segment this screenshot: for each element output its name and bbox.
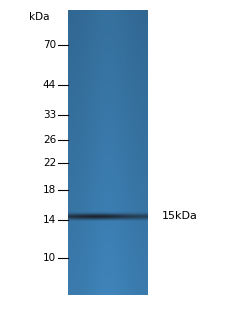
Text: kDa: kDa	[29, 12, 50, 22]
Text: 18: 18	[43, 185, 56, 195]
Text: 44: 44	[43, 80, 56, 90]
Text: 26: 26	[43, 135, 56, 145]
Text: 22: 22	[43, 158, 56, 168]
Text: 10: 10	[43, 253, 56, 263]
Text: 15kDa: 15kDa	[162, 211, 198, 221]
Text: 70: 70	[43, 40, 56, 50]
Text: 14: 14	[43, 215, 56, 225]
Text: 33: 33	[43, 110, 56, 120]
